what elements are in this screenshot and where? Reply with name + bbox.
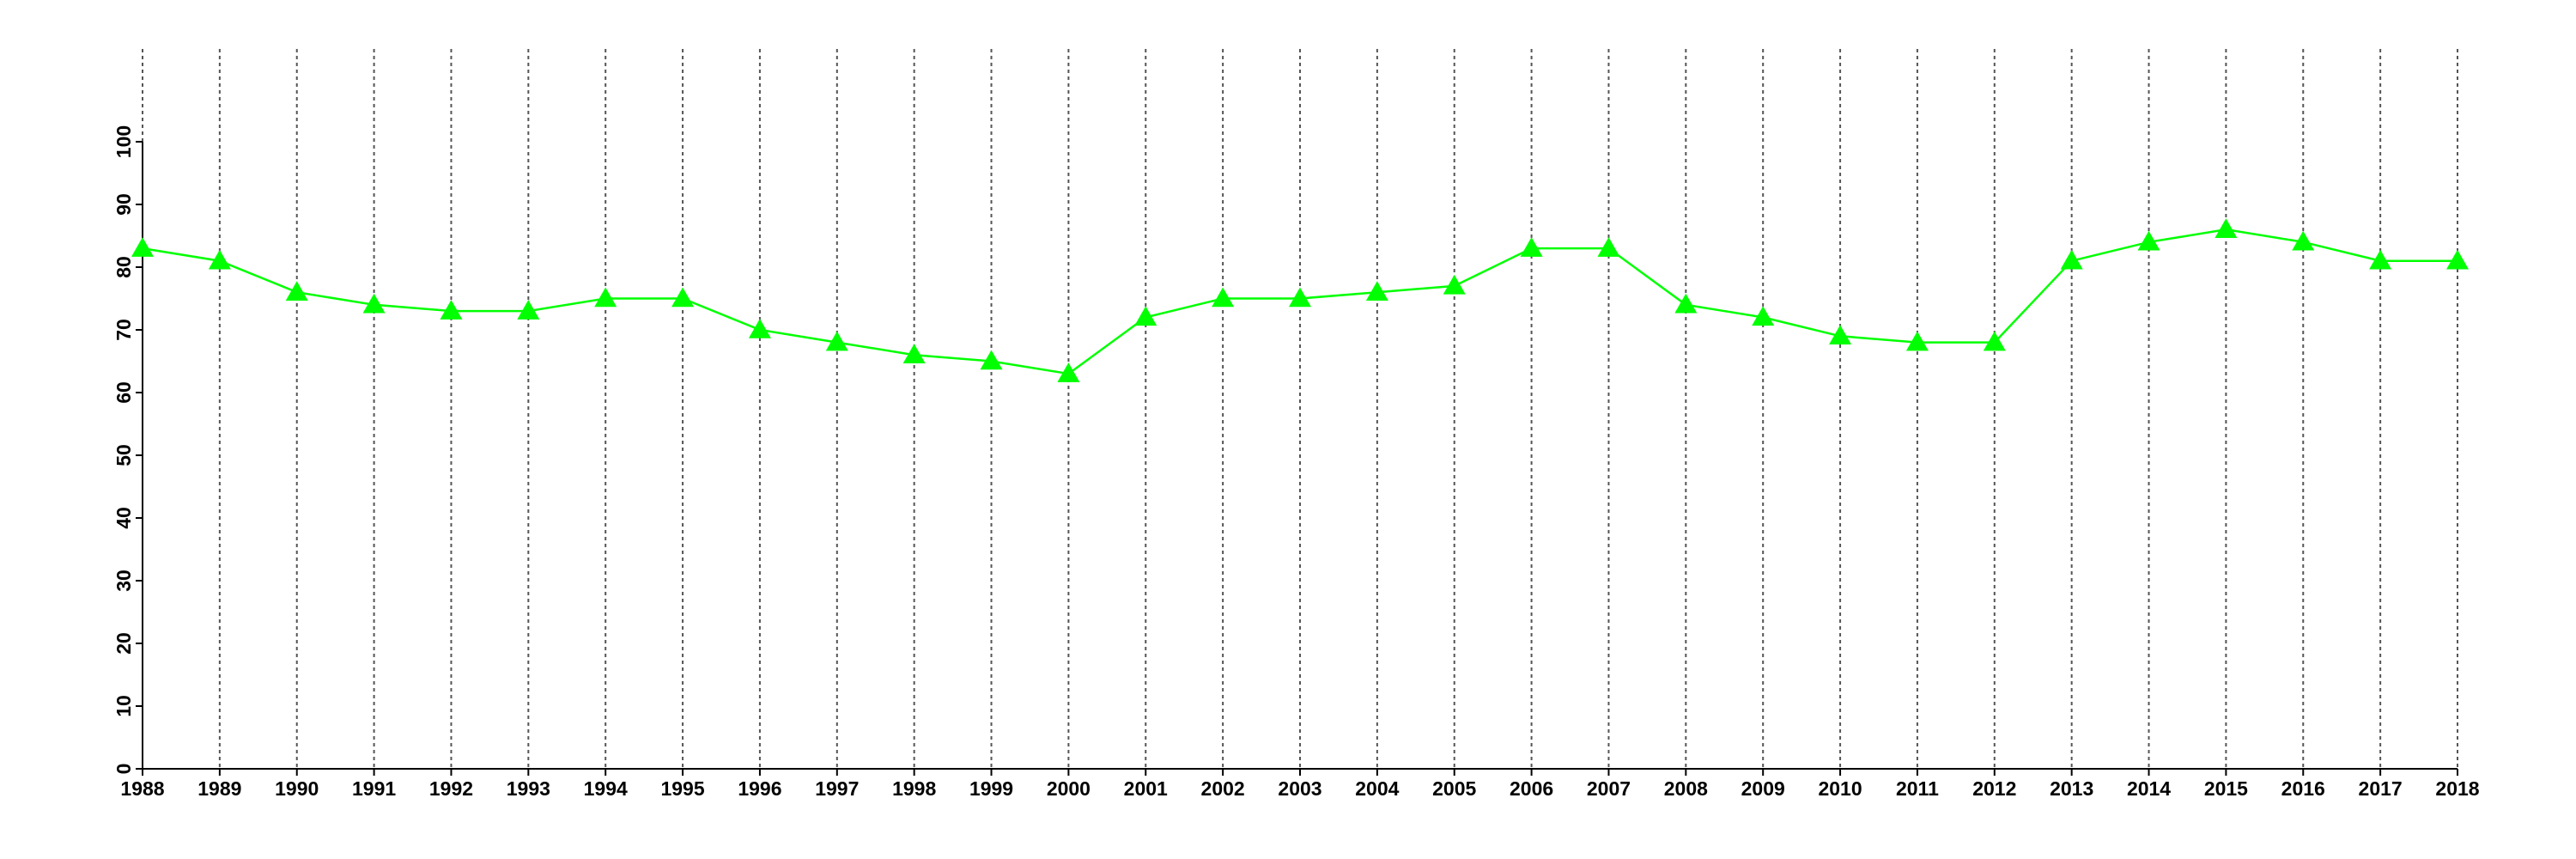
- marker: [671, 287, 695, 308]
- marker: [1057, 362, 1080, 382]
- marker: [1674, 293, 1698, 314]
- x-tick-label: 1992: [429, 777, 473, 800]
- marker: [980, 350, 1003, 370]
- y-tick-label: 50: [112, 444, 135, 466]
- x-tick-label: 1990: [275, 777, 319, 800]
- x-tick-label: 2016: [2281, 777, 2325, 800]
- marker: [1520, 237, 1543, 257]
- x-tick-label: 2006: [1510, 777, 1553, 800]
- marker: [285, 281, 308, 301]
- marker: [2292, 230, 2315, 251]
- x-tick-label: 1995: [660, 777, 704, 800]
- y-tick-label: 80: [112, 256, 135, 278]
- x-tick-label: 2010: [1818, 777, 1862, 800]
- x-tick-label: 1999: [969, 777, 1013, 800]
- x-tick-label: 2007: [1587, 777, 1631, 800]
- marker: [748, 319, 771, 338]
- x-tick-label: 2000: [1047, 777, 1091, 800]
- x-tick-label: 2003: [1278, 777, 1321, 800]
- marker: [1597, 237, 1620, 257]
- marker: [1443, 274, 1466, 295]
- x-tick-label: 1998: [892, 777, 936, 800]
- y-tick-label: 40: [112, 507, 135, 529]
- x-tick-label: 1997: [815, 777, 859, 800]
- y-tick-label: 90: [112, 193, 135, 216]
- marker: [594, 287, 617, 308]
- x-tick-label: 2004: [1355, 777, 1399, 800]
- y-tick-label: 100: [112, 125, 135, 158]
- marker: [1905, 331, 1929, 351]
- marker: [2060, 249, 2083, 270]
- x-tick-label: 2001: [1124, 777, 1168, 800]
- x-tick-label: 1989: [197, 777, 241, 800]
- y-tick-label: 10: [112, 695, 135, 717]
- y-tick-label: 60: [112, 381, 135, 404]
- marker: [440, 300, 463, 320]
- x-tick-label: 2002: [1201, 777, 1245, 800]
- marker: [2369, 249, 2392, 270]
- x-tick-label: 2015: [2204, 777, 2248, 800]
- marker: [902, 344, 926, 363]
- y-tick-label: 20: [112, 632, 135, 655]
- x-tick-label: 2005: [1432, 777, 1476, 800]
- x-tick-label: 1993: [507, 777, 550, 800]
- marker: [2446, 249, 2469, 270]
- marker: [362, 293, 386, 314]
- x-tick-label: 2017: [2359, 777, 2403, 800]
- y-tick-label: 0: [112, 764, 135, 775]
- marker: [208, 249, 231, 270]
- x-tick-label: 2011: [1896, 777, 1939, 800]
- marker: [1829, 325, 1852, 345]
- x-tick-label: 2009: [1741, 777, 1785, 800]
- x-tick-label: 2008: [1664, 777, 1708, 800]
- marker: [2137, 230, 2160, 251]
- x-tick-label: 2018: [2435, 777, 2479, 800]
- marker: [1365, 281, 1388, 301]
- x-tick-label: 1991: [352, 777, 396, 800]
- y-tick-label: 30: [112, 570, 135, 592]
- x-tick-label: 2013: [2050, 777, 2093, 800]
- marker: [1289, 287, 1311, 308]
- marker: [517, 300, 540, 320]
- x-tick-label: 1994: [584, 777, 628, 800]
- x-tick-label: 1996: [738, 777, 781, 800]
- marker: [1752, 306, 1775, 326]
- x-tick-label: 1988: [120, 777, 164, 800]
- marker: [1212, 287, 1235, 308]
- x-tick-label: 2014: [2127, 777, 2171, 800]
- x-tick-label: 2012: [1972, 777, 2016, 800]
- marker: [825, 331, 848, 351]
- marker: [1134, 306, 1157, 326]
- marker: [2215, 218, 2238, 238]
- marker: [1983, 331, 2006, 351]
- marker: [131, 237, 154, 257]
- y-tick-label: 70: [112, 319, 135, 341]
